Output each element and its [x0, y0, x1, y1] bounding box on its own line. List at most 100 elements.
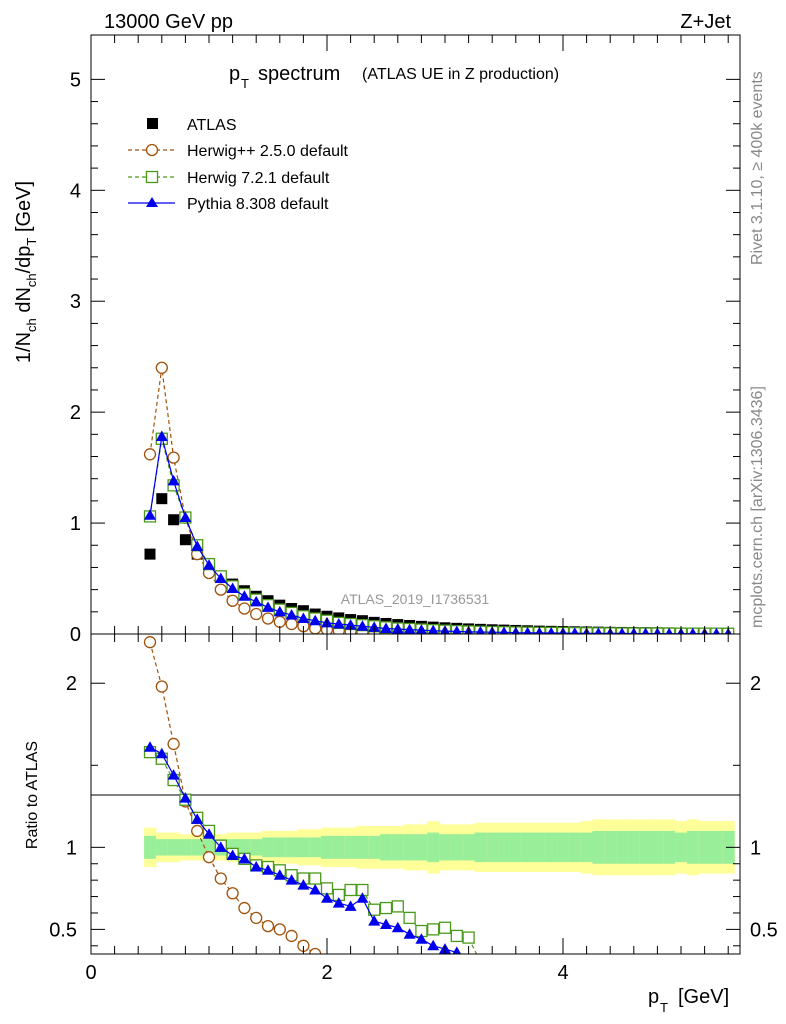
ratio-point-pythia-8-308-default-10 [262, 864, 274, 875]
band-inner-8 [238, 839, 251, 856]
ratio-point-herwig-2-5-0-default-16 [333, 963, 344, 974]
main-point-pythia-8-308-default-24 [427, 624, 439, 634]
main-point-pythia-8-308-default-10 [262, 601, 274, 612]
main-point-pythia-8-308-default-32 [523, 626, 532, 634]
main-point-pythia-8-308-default-48 [712, 627, 720, 634]
ratio-point-herwig-2-5-0-default-22 [404, 986, 415, 997]
band-inner-23 [415, 834, 428, 861]
ratio-point-herwig-7-2-1-default-34 [546, 970, 557, 981]
ratio-point-herwig-2-5-0-default-2 [167, 737, 180, 751]
ratio-point-herwig-2-5-0-default-11 [273, 923, 286, 936]
main-point-pythia-8-308-default-42 [641, 627, 650, 634]
main-point-pythia-8-308-default-0 [144, 509, 156, 520]
ratio-point-herwig-7-2-1-default-21 [391, 900, 404, 913]
ratio-point-herwig-7-2-1-default-24 [427, 923, 440, 936]
plot-subtitle: (ATLAS UE in Z production) [362, 66, 559, 83]
band-inner-35 [557, 832, 570, 863]
main-point-pythia-8-308-default-16 [332, 618, 345, 629]
ylabel-part-5: /dp [13, 246, 35, 274]
ratio-point-herwig-7-2-1-default-33 [534, 968, 545, 979]
ratio-point-herwig-2-5-0-default-24 [428, 991, 439, 1002]
main-point-herwig-2-5-0-default-1 [155, 361, 168, 374]
main-point-pythia-8-308-default-46 [689, 627, 697, 634]
legend-marker-herwig7 [145, 170, 159, 184]
ratio-plot-data [143, 636, 639, 1010]
ratio-point-herwig-2-5-0-default-12 [285, 929, 298, 943]
ratio-point-pythia-8-308-default-7 [226, 849, 239, 861]
band-inner-19 [368, 835, 381, 859]
main-point-pythia-8-308-default-13 [297, 612, 310, 623]
ratio-point-pythia-8-308-default-17 [344, 900, 357, 911]
ratio-point-herwig-7-2-1-default-36 [569, 973, 580, 984]
ratio-point-pythia-8-308-default-6 [214, 841, 227, 852]
ratio-point-herwig-7-2-1-default-26 [450, 929, 463, 943]
band-inner-41 [627, 830, 641, 864]
main-ytick-label-1: 1 [70, 513, 81, 535]
uncertainty-band [144, 819, 735, 876]
main-ytick-label-5: 5 [70, 69, 81, 91]
ratio-point-herwig-7-2-1-default-31 [510, 965, 521, 976]
main-point-atlas-1 [156, 493, 168, 505]
ratio-y-label: Ratio to ATLAS [24, 741, 41, 849]
main-point-pythia-8-308-default-38 [594, 627, 603, 634]
main-point-pythia-8-308-default-11 [273, 605, 286, 617]
ratio-point-pythia-8-308-default-16 [332, 897, 345, 908]
main-point-pythia-8-308-default-36 [570, 627, 579, 634]
band-inner-18 [356, 835, 369, 859]
ratio-point-herwig-7-2-1-default-25 [438, 921, 452, 934]
band-inner-4 [191, 839, 204, 856]
ratio-point-pythia-8-308-default-28 [474, 956, 486, 967]
ratio-point-herwig-7-2-1-default-40 [617, 976, 628, 987]
ylabel-part-2: ch [24, 318, 39, 332]
ratio-point-pythia-8-308-default-4 [191, 813, 204, 824]
ratio-point-herwig-7-2-1-default-38 [593, 975, 604, 986]
ratio-point-herwig-2-5-0-default-4 [191, 824, 204, 838]
band-inner-34 [545, 832, 558, 863]
main-point-atlas-2 [168, 514, 180, 526]
ratio-point-herwig-2-5-0-default-27 [463, 994, 474, 1005]
legend-label-herwigpp: Herwig++ 2.5.0 default [187, 143, 349, 160]
ratio-point-herwig-7-2-1-default-29 [487, 960, 498, 971]
band-inner-10 [262, 837, 275, 858]
ratio-point-herwig-2-5-0-default-7 [226, 887, 239, 900]
main-point-herwig-2-5-0-default-8 [238, 602, 251, 615]
y-axis-label: 1/Nch dNch/dpT [GeV] [13, 181, 39, 363]
main-ytick-label-0: 0 [70, 624, 81, 646]
main-point-herwig-2-5-0-default-2 [167, 451, 180, 464]
ratio-point-herwig-2-5-0-default-41 [628, 999, 639, 1010]
ratio-point-pythia-8-308-default-21 [391, 921, 404, 933]
main-point-pythia-8-308-default-1 [155, 430, 168, 442]
ylabel-part-3: dN [13, 287, 35, 318]
band-inner-20 [380, 834, 393, 861]
ratio-point-pythia-8-308-default-29 [486, 959, 498, 970]
main-point-pythia-8-308-default-7 [226, 582, 239, 594]
main-point-pythia-8-308-default-2 [167, 474, 180, 486]
ratio-point-herwig-2-5-0-default-9 [250, 911, 263, 925]
ylabel-part-4: ch [24, 273, 39, 287]
ratio-ytick-label-right-2: 2 [750, 673, 761, 695]
band-inner-44 [663, 830, 676, 864]
band-inner-30 [498, 832, 511, 863]
ratio-point-pythia-8-308-default-11 [273, 869, 286, 880]
band-inner-36 [568, 832, 582, 863]
band-inner-3 [179, 839, 192, 856]
main-point-pythia-8-308-default-40 [618, 627, 626, 634]
ratio-point-pythia-8-308-default-14 [309, 884, 322, 895]
xlabel-p: p [648, 986, 659, 1008]
legend-item-herwigpp: Herwig++ 2.5.0 default [128, 143, 349, 160]
main-series-pythia-8-308-default [144, 430, 732, 634]
ratio-point-herwig-7-2-1-default-30 [499, 963, 510, 974]
legend-marker-pythia [146, 197, 158, 207]
main-point-herwig-2-5-0-default-6 [214, 583, 227, 596]
band-inner-31 [509, 832, 523, 863]
ratio-point-pythia-8-308-default-0 [144, 741, 156, 752]
svg-text:1/Nch dNch/dpT [GeV]: 1/Nch dNch/dpT [GeV] [13, 181, 39, 363]
main-point-pythia-8-308-default-5 [203, 559, 215, 570]
ratio-point-pythia-8-308-default-24 [427, 939, 440, 951]
xtick-label-2: 2 [321, 962, 332, 984]
band-inner-17 [344, 835, 358, 859]
ratio-point-pythia-8-308-default-15 [321, 892, 333, 903]
band-inner-46 [686, 830, 700, 864]
title-subscript: T [241, 76, 249, 91]
ratio-point-pythia-8-308-default-3 [179, 792, 192, 803]
